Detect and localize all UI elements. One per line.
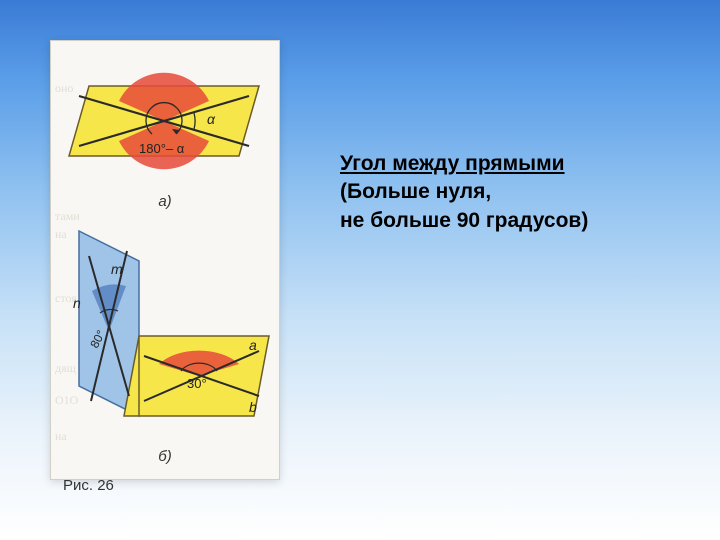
svg-text:a: a <box>249 337 257 353</box>
panel-a-svg: α 180°– α <box>59 51 273 181</box>
svg-text:180°– α: 180°– α <box>139 141 185 156</box>
description-line-2: (Больше нуля, <box>340 178 588 206</box>
description-block: Угол между прямыми (Больше нуля, не боль… <box>340 150 588 235</box>
panel-b: 80° n m 30° a b <box>59 216 271 446</box>
svg-text:α: α <box>207 111 216 127</box>
textbook-figure-box: оно тами на стоя дящ О1О на α 180°– α а) <box>50 40 280 480</box>
description-title: Угол между прямыми <box>340 150 588 178</box>
panel-a-label: а) <box>59 193 271 210</box>
svg-text:b: b <box>249 399 257 415</box>
panel-a: α 180°– α <box>59 51 271 191</box>
svg-text:n: n <box>73 295 81 311</box>
svg-text:30°: 30° <box>187 376 207 391</box>
panel-b-label: б) <box>59 448 271 465</box>
figure-caption: Рис. 26 <box>59 477 271 494</box>
description-line-3: не больше 90 градусов) <box>340 207 588 235</box>
panel-b-svg: 80° n m 30° a b <box>59 216 273 436</box>
svg-text:m: m <box>111 261 123 277</box>
